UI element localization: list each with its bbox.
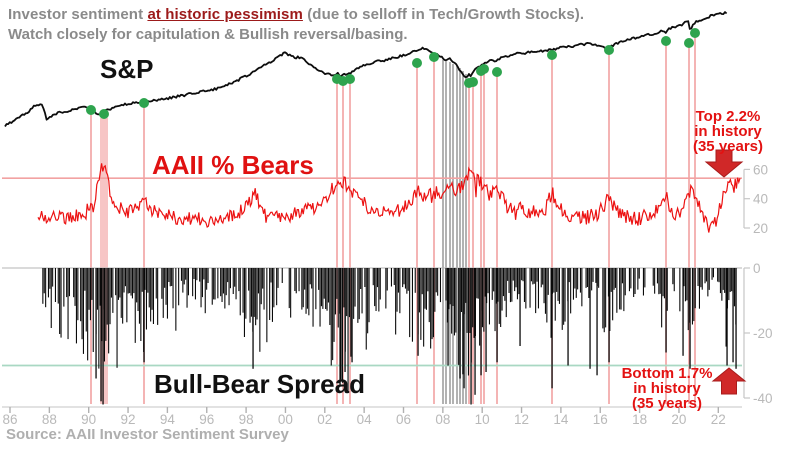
svg-text:60: 60 bbox=[753, 162, 768, 177]
svg-text:-20: -20 bbox=[753, 326, 773, 341]
svg-text:14: 14 bbox=[553, 412, 569, 427]
svg-text:0: 0 bbox=[753, 261, 761, 276]
event-lines bbox=[90, 37, 696, 404]
svg-text:98: 98 bbox=[239, 412, 254, 427]
top-down-arrow-icon bbox=[704, 149, 744, 178]
annotation-line: (35 years) bbox=[692, 138, 764, 155]
svg-text:18: 18 bbox=[632, 412, 647, 427]
title-highlight: at historic pessimism bbox=[147, 6, 303, 23]
sp-series-label: S&P bbox=[100, 54, 154, 84]
svg-text:08: 08 bbox=[435, 412, 450, 427]
svg-text:00: 00 bbox=[278, 412, 293, 427]
annotation-line: Bottom 1.7% bbox=[621, 365, 713, 382]
svg-text:86: 86 bbox=[2, 412, 17, 427]
capitulation-dots bbox=[86, 28, 700, 119]
svg-text:12: 12 bbox=[514, 412, 529, 427]
top-percentile-annotation: Top 2.2% in history (35 years) bbox=[686, 109, 770, 154]
chart-subtitle: Watch closely for capitulation & Bullish… bbox=[8, 26, 408, 43]
chart-title: Investor sentiment at historic pessimism… bbox=[8, 6, 584, 23]
svg-text:22: 22 bbox=[711, 412, 726, 427]
bottom-percentile-annotation: Bottom 1.7% in history (35 years) bbox=[616, 366, 718, 411]
svg-text:94: 94 bbox=[160, 412, 176, 427]
spread-series-label: Bull-Bear Spread bbox=[154, 369, 365, 399]
svg-text:-40: -40 bbox=[753, 391, 773, 406]
svg-text:90: 90 bbox=[81, 412, 96, 427]
title-prefix: Investor sentiment bbox=[8, 6, 148, 23]
svg-text:10: 10 bbox=[475, 412, 490, 427]
svg-text:20: 20 bbox=[753, 221, 768, 236]
svg-text:96: 96 bbox=[199, 412, 214, 427]
spread-bars bbox=[42, 268, 737, 405]
svg-text:20: 20 bbox=[671, 412, 686, 427]
bottom-up-arrow-icon bbox=[711, 367, 747, 395]
annotation-arrows bbox=[704, 149, 747, 395]
annotation-line: Top 2.2% bbox=[695, 108, 761, 125]
svg-text:40: 40 bbox=[753, 192, 768, 207]
reference-lines bbox=[2, 177, 742, 367]
axes: 86 88 90 92 94 96 98 00 02 04 06 08 10 12 14 16 18 20 22 60… bbox=[2, 162, 773, 427]
title-suffix: (due to selloff in Tech/Growth Stocks). bbox=[302, 6, 585, 23]
source-caption: Source: AAII Investor Sentiment Survey bbox=[6, 426, 289, 443]
svg-text:88: 88 bbox=[42, 412, 57, 427]
svg-text:16: 16 bbox=[593, 412, 608, 427]
bears-series-label: AAII % Bears bbox=[152, 150, 314, 180]
svg-text:04: 04 bbox=[357, 412, 373, 427]
annotation-line: in history bbox=[694, 123, 762, 140]
svg-text:02: 02 bbox=[317, 412, 332, 427]
svg-text:06: 06 bbox=[396, 412, 411, 427]
annotation-line: (35 years) bbox=[631, 395, 703, 412]
bears-series bbox=[37, 163, 741, 233]
svg-text:92: 92 bbox=[121, 412, 136, 427]
annotation-line: in history bbox=[633, 380, 701, 397]
